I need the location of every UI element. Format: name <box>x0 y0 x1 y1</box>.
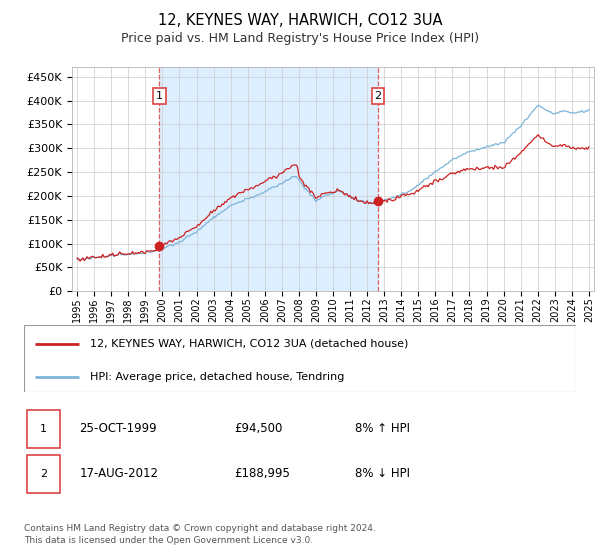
Text: 12, KEYNES WAY, HARWICH, CO12 3UA (detached house): 12, KEYNES WAY, HARWICH, CO12 3UA (detac… <box>90 339 409 349</box>
FancyBboxPatch shape <box>27 455 60 493</box>
Text: 25-OCT-1999: 25-OCT-1999 <box>79 422 157 436</box>
Text: 1: 1 <box>156 91 163 101</box>
Text: 8% ↑ HPI: 8% ↑ HPI <box>355 422 410 436</box>
Text: £94,500: £94,500 <box>234 422 282 436</box>
Text: Price paid vs. HM Land Registry's House Price Index (HPI): Price paid vs. HM Land Registry's House … <box>121 32 479 45</box>
Text: 2: 2 <box>374 91 382 101</box>
Bar <box>160 67 378 291</box>
Text: Contains HM Land Registry data © Crown copyright and database right 2024.
This d: Contains HM Land Registry data © Crown c… <box>24 524 376 545</box>
Text: 8% ↓ HPI: 8% ↓ HPI <box>355 467 410 480</box>
Text: 17-AUG-2012: 17-AUG-2012 <box>79 467 158 480</box>
FancyBboxPatch shape <box>27 410 60 448</box>
Text: 1: 1 <box>40 424 47 434</box>
Text: £188,995: £188,995 <box>234 467 290 480</box>
Text: 2: 2 <box>40 469 47 479</box>
Text: HPI: Average price, detached house, Tendring: HPI: Average price, detached house, Tend… <box>90 372 344 382</box>
Text: 12, KEYNES WAY, HARWICH, CO12 3UA: 12, KEYNES WAY, HARWICH, CO12 3UA <box>158 13 442 28</box>
FancyBboxPatch shape <box>24 325 576 392</box>
